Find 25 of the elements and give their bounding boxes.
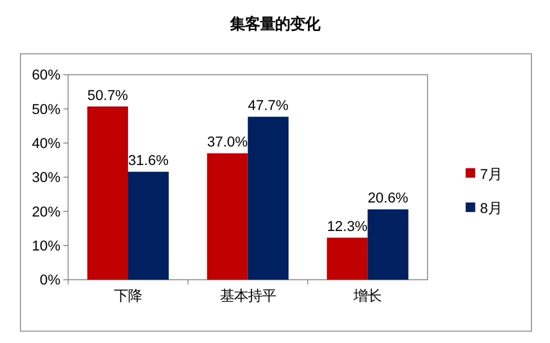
bar — [87, 106, 128, 280]
data-label: 20.6% — [368, 190, 409, 207]
y-tick-label: 10% — [32, 238, 61, 255]
chart-title: 集客量的变化 — [229, 14, 321, 33]
legend-label: 8月 — [480, 201, 502, 218]
y-tick-label: 60% — [32, 68, 61, 84]
data-label: 31.6% — [128, 153, 169, 170]
y-tick-label: 20% — [32, 204, 61, 220]
bar — [326, 238, 368, 280]
x-tick-label: 基本持平 — [220, 288, 276, 305]
y-tick-label: 0% — [40, 272, 61, 289]
y-tick-label: 30% — [32, 170, 61, 186]
y-tick-label: 40% — [32, 136, 61, 152]
legend-label: 7月 — [480, 166, 502, 183]
bar — [128, 172, 169, 280]
bar — [207, 153, 248, 280]
data-label: 47.7% — [248, 98, 289, 114]
bar — [368, 209, 408, 280]
y-tick-label: 50% — [32, 102, 61, 118]
x-tick-label: 增长 — [352, 288, 382, 305]
data-label: 50.7% — [87, 88, 128, 104]
bar — [248, 116, 289, 280]
data-label: 12.3% — [326, 219, 368, 236]
data-label: 37.0% — [207, 134, 248, 151]
x-tick-label: 下降 — [114, 288, 142, 305]
